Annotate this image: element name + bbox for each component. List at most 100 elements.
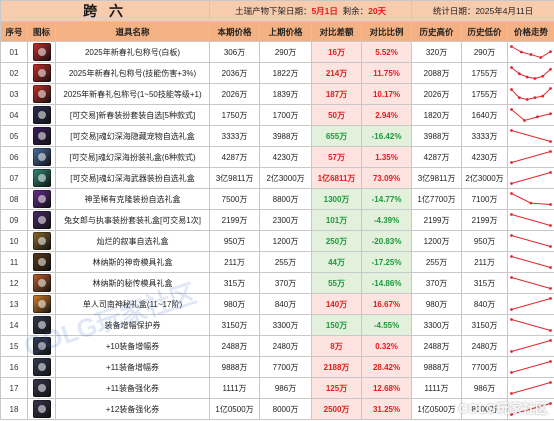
history-low: 3150万 [461, 314, 509, 336]
row-number: 11 [0, 251, 28, 273]
row-number: 18 [0, 398, 28, 420]
trend-point [549, 112, 552, 116]
history-high: 9888万 [411, 356, 463, 378]
compass-box-icon [32, 295, 51, 313]
new-year-title-box-icon [32, 64, 51, 82]
price-ratio: -4.39% [361, 209, 413, 231]
previous-price: 2300万 [259, 209, 313, 231]
price-diff: 2188万 [311, 356, 363, 378]
current-price: 3亿9811万 [209, 167, 261, 189]
current-price: 306万 [209, 41, 261, 63]
previous-price: 3988万 [259, 125, 313, 147]
price-trend-sparkline [510, 87, 552, 101]
trend-point [529, 201, 533, 205]
price-ratio: 10.17% [361, 83, 413, 105]
trend-point [549, 140, 552, 143]
new-year-title-box-icon [32, 85, 51, 103]
price-diff: 57万 [311, 146, 363, 168]
trend-point [525, 98, 529, 101]
price-trend-sparkline [510, 360, 552, 374]
history-high: 370万 [411, 272, 463, 294]
price-ratio: 12.68% [361, 377, 413, 399]
history-low: 986万 [461, 377, 509, 399]
price-diff: 1亿6811万 [311, 167, 363, 189]
price-trend-cell [507, 83, 554, 105]
trend-line [511, 256, 551, 268]
history-high: 255万 [411, 251, 463, 273]
price-trend-cell [507, 251, 554, 273]
icon-cell [27, 230, 56, 252]
trend-point [510, 161, 513, 164]
previous-price: 255万 [259, 251, 313, 273]
trend-line [511, 298, 551, 310]
trend-line [511, 151, 551, 163]
secret-mold-box-icon [32, 274, 51, 292]
history-low: 1755万 [461, 83, 509, 105]
col-header-diff: 对比差额 [311, 21, 363, 42]
history-low: 950万 [461, 230, 509, 252]
trend-point [529, 53, 533, 56]
price-ratio: 2.94% [361, 104, 413, 126]
history-high: 980万 [411, 293, 463, 315]
current-price: 2026万 [209, 83, 261, 105]
price-trend-cell [507, 167, 554, 189]
icon-cell [27, 146, 56, 168]
price-trend-sparkline [510, 171, 552, 185]
trend-point [549, 266, 552, 269]
history-high: 2088万 [411, 62, 463, 84]
trend-point [549, 224, 552, 227]
price-trend-sparkline [510, 402, 552, 416]
current-price: 9888万 [209, 356, 261, 378]
trend-point [523, 119, 526, 122]
row-number: 06 [0, 146, 28, 168]
previous-price: 8800万 [259, 188, 313, 210]
history-high: 1111万 [411, 377, 463, 399]
history-low: 3333万 [461, 125, 509, 147]
previous-price: 840万 [259, 293, 313, 315]
icon-cell [27, 209, 56, 231]
trend-point [533, 77, 537, 80]
price-diff: 2500万 [311, 398, 363, 420]
current-price: 1750万 [209, 104, 261, 126]
price-trend-cell [507, 125, 554, 147]
price-trend-sparkline [510, 339, 552, 353]
item-name: 2025年新春礼包称号(技能伤害+3%) [54, 62, 211, 84]
history-low: 1640万 [461, 104, 509, 126]
table-row: 18 +12装备强化券 1亿0500万 8000万 2500万 31.25% 1亿0500万… [0, 398, 554, 420]
price-trend-cell [507, 398, 554, 420]
price-trend-cell [507, 356, 554, 378]
price-trend-sparkline [510, 45, 552, 59]
price-ratio: -4.55% [361, 314, 413, 336]
price-diff: 125万 [311, 377, 363, 399]
history-high: 320万 [411, 41, 463, 63]
history-high: 2026万 [411, 83, 463, 105]
price-diff: 655万 [311, 125, 363, 147]
history-low: 2亿3000万 [461, 167, 509, 189]
trend-line [511, 214, 551, 226]
new-year-avatar-box-icon [32, 106, 51, 124]
item-name: [可交易]新春装扮套装自选[5种款式] [54, 104, 211, 126]
col-header-history-high: 历史高价 [411, 21, 463, 42]
row-number: 14 [0, 314, 28, 336]
history-low: 2480万 [461, 335, 509, 357]
price-trend-cell [507, 293, 554, 315]
price-ratio: 5.52% [361, 41, 413, 63]
price-ratio: -16.42% [361, 125, 413, 147]
table-row: 17 +11装备强化券 1111万 986万 125万 12.68% 1111万 986万 [0, 377, 554, 399]
item-name: +11装备强化券 [54, 377, 211, 399]
price-diff: 44万 [311, 251, 363, 273]
price-diff: 50万 [311, 104, 363, 126]
row-number: 07 [0, 167, 28, 189]
amplify-ticket-icon [32, 358, 51, 376]
stat-date: 统计日期：2025年4月11日 [411, 0, 554, 22]
history-high: 1200万 [411, 230, 463, 252]
trend-point [510, 392, 513, 395]
history-low: 1755万 [461, 62, 509, 84]
trend-point [510, 182, 513, 185]
trend-line [511, 340, 551, 352]
trend-point [549, 87, 552, 90]
item-name: 兔女郎与执事装扮套装礼盒[可交易1次] [54, 209, 211, 231]
price-ratio: 73.09% [361, 167, 413, 189]
trend-point [549, 50, 552, 54]
table-row: 06 [可交易]魂幻深海扮装礼盒(6种款式) 4287万 4230万 57万 1.35% 4… [0, 146, 554, 168]
